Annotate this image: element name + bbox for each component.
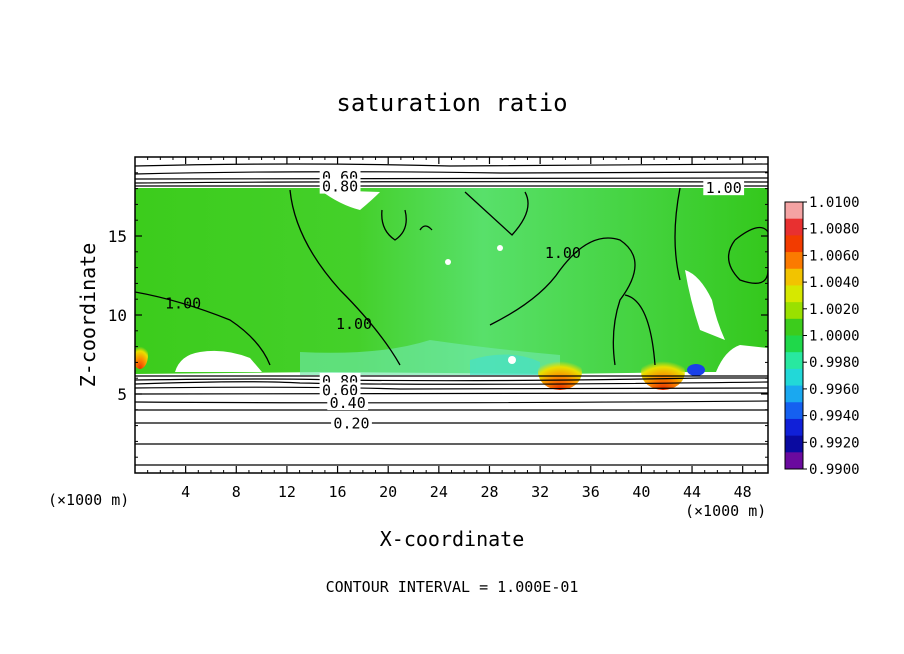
x-tick-label: 40 (632, 483, 650, 501)
cyan-patch (470, 354, 540, 375)
colorbar-swatch (785, 235, 803, 253)
dry-pocket-right (716, 345, 768, 372)
upper-contours (135, 163, 768, 187)
hot-spot-3 (135, 341, 148, 369)
dry-dot-1 (445, 259, 451, 265)
colorbar-label: 1.0020 (809, 302, 860, 318)
chart-title: saturation ratio (336, 89, 567, 117)
contour-label: 0.80 (322, 178, 358, 196)
contour-label-bg (331, 415, 372, 431)
colorbar-swatch (785, 318, 803, 336)
colorbar-label: 0.9980 (809, 355, 860, 371)
x-axis-label: X-coordinate (380, 527, 525, 551)
contour-label-bg (319, 382, 361, 398)
colorbar-swatch (785, 352, 803, 370)
colorbar-swatch (785, 385, 803, 403)
x-tick-label: 20 (379, 483, 397, 501)
colorbar-label: 1.0060 (809, 248, 860, 264)
hot-spot-2 (641, 354, 685, 390)
contour-label-bg (319, 178, 361, 194)
x-axis-ticks: 4 8 12 16 20 24 28 32 36 40 44 48 (147, 157, 756, 501)
y-axis-label: Z-coordinate (76, 243, 100, 388)
dry-pocket-top-right (685, 270, 725, 340)
contour-label: 0.20 (333, 415, 369, 433)
colorbar-label: 0.9900 (809, 462, 860, 478)
contour-label-bg (703, 180, 745, 196)
x-unit-right: (×1000 m) (685, 502, 766, 520)
x-tick-label: 16 (329, 483, 347, 501)
colorbar-label: 1.0000 (809, 329, 860, 345)
plot-area (135, 157, 768, 473)
colorbar-swatch (785, 402, 803, 420)
contour-label: 1.00 (336, 315, 372, 333)
x-tick-label: 12 (278, 483, 296, 501)
colorbar-swatch (785, 335, 803, 353)
x-tick-label: 48 (734, 483, 752, 501)
colorbar-label: 1.0080 (809, 222, 860, 238)
blue-spot (687, 364, 705, 376)
colorbar-label: 0.9940 (809, 409, 860, 425)
colorbar-swatch (785, 268, 803, 286)
hot-spot-1 (538, 354, 582, 390)
moist-layer-field (135, 184, 768, 374)
x-tick-label: 44 (683, 483, 701, 501)
x-tick-label: 28 (480, 483, 498, 501)
y-tick-label: 10 (108, 306, 127, 325)
colorbar-swatch (785, 452, 803, 470)
dry-pocket-left (175, 350, 262, 372)
dry-dot-2 (497, 245, 503, 251)
x-tick-label: 24 (430, 483, 448, 501)
contour-label: 1.00 (706, 179, 742, 197)
contour-interval-footer: CONTOUR INTERVAL = 1.000E-01 (326, 578, 579, 596)
lower-contours (135, 375, 768, 466)
colorbar-swatch (785, 435, 803, 453)
colorbar-swatch (785, 252, 803, 270)
x-tick-label: 36 (582, 483, 600, 501)
contour-label: 1.00 (165, 295, 201, 313)
y-axis-ticks: 5 10 15 (108, 172, 768, 458)
y-tick-label: 15 (108, 227, 127, 246)
contour-label: 1.00 (545, 244, 581, 262)
colorbar-swatch (785, 285, 803, 303)
colorbar-label: 0.9960 (809, 382, 860, 398)
colorbar-swatch (785, 302, 803, 320)
saturation-contours (135, 187, 768, 366)
y-tick-label: 5 (117, 385, 127, 404)
colorbar-swatch (785, 368, 803, 387)
colorbar-label: 0.9920 (809, 435, 860, 451)
contour-label: 0.40 (330, 394, 366, 412)
colorbar-swatch (785, 218, 803, 236)
contour-label: 0.60 (322, 381, 358, 399)
x-tick-label: 32 (531, 483, 549, 501)
colorbar-label: 1.0100 (809, 195, 860, 211)
x-tick-label: 4 (181, 483, 190, 501)
colorbar-swatch (785, 202, 803, 220)
dry-pocket-top (320, 190, 380, 210)
x-tick-label: 8 (232, 483, 241, 501)
x-unit-left: (×1000 m) (48, 491, 129, 509)
contour-labels: 0.600.80 1.001.001.001.000.800.600.400.20 (165, 168, 745, 433)
colorbar (784, 201, 804, 470)
contour-label-bg (327, 395, 369, 411)
colorbar-label: 1.0040 (809, 275, 860, 291)
colorbar-swatch (785, 418, 803, 437)
dry-dot-3 (508, 356, 516, 364)
colorbar-labels: 1.0100 1.0080 1.0060 1.0040 1.0020 1.0000 0.99… (803, 195, 860, 478)
